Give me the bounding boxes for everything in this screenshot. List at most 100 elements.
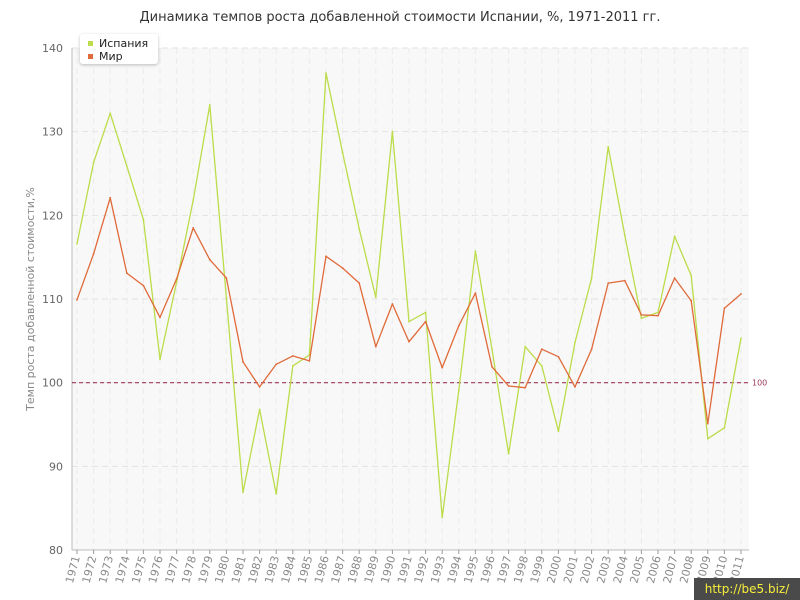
data-point-world-1973 [109,196,112,199]
data-point-world-1994 [457,324,460,327]
data-point-spain-1976 [159,358,161,361]
chart-title: Динамика темпов роста добавленной стоимо… [139,10,661,25]
data-point-world-1991 [408,340,410,343]
data-point-spain-1992 [424,311,427,314]
data-point-spain-1993 [441,516,444,519]
data-point-world-2010 [723,307,726,310]
legend-item-spain[interactable]: Испания [88,37,148,50]
data-point-spain-1978 [192,199,195,202]
legend-label-world: Мир [99,50,123,63]
data-point-world-2006 [657,314,659,317]
data-point-world-2002 [590,348,593,351]
data-point-spain-2000 [557,430,560,433]
data-point-world-1971 [76,298,78,301]
y-tick-label-100: 100 [42,377,63,390]
data-point-world-2005 [640,313,643,316]
data-point-spain-1972 [92,161,95,164]
data-point-world-1988 [358,282,361,285]
data-point-spain-2011 [740,337,742,340]
data-point-world-1981 [242,360,244,363]
data-point-world-1987 [341,267,344,269]
data-point-world-1998 [524,386,527,389]
data-point-world-1977 [175,278,178,280]
y-tick-label-110: 110 [42,293,63,306]
legend: Испания Мир [80,34,158,64]
data-point-world-1992 [424,320,427,323]
data-point-world-1999 [540,348,543,351]
legend-item-world[interactable]: Мир [88,50,123,63]
data-point-world-1986 [325,255,327,258]
legend-swatch-spain [88,40,93,46]
data-point-spain-1983 [275,493,278,495]
data-point-spain-2007 [673,235,676,238]
data-point-spain-1991 [408,320,410,323]
data-point-world-1980 [225,277,228,279]
data-point-spain-1986 [325,72,327,74]
data-point-world-2011 [740,293,742,295]
data-point-spain-1973 [109,112,112,115]
data-point-world-1979 [208,258,211,261]
data-point-spain-2008 [690,274,693,277]
data-point-spain-2003 [607,145,610,148]
data-point-spain-1988 [358,227,361,230]
x-tick-labels: 1971197219731974197519761977197819791980… [63,554,747,584]
data-point-spain-1982 [258,408,261,411]
data-point-spain-1980 [225,297,228,300]
data-point-world-2000 [557,355,560,358]
y-tick-label-130: 130 [42,126,63,139]
data-point-world-1989 [374,345,377,348]
data-point-world-2008 [690,299,693,302]
data-point-spain-1990 [391,130,394,133]
data-point-world-1990 [391,303,394,305]
y-tick-labels: 80 90 100 110 120 130 140 [42,42,63,557]
data-point-spain-1974 [125,165,128,167]
data-point-world-2004 [623,279,626,282]
data-point-world-1974 [125,272,128,274]
data-point-world-1978 [192,226,195,229]
y-tick-label-140: 140 [42,42,63,55]
data-point-spain-1987 [341,151,344,154]
data-point-spain-2001 [574,341,576,344]
x-ticks [76,550,742,554]
watermark-link[interactable]: http://be5.biz/ [694,578,800,600]
data-point-spain-2005 [640,317,643,320]
data-point-spain-1997 [507,452,510,455]
reference-line-label: 100 [752,379,767,388]
data-point-world-1993 [441,366,444,369]
data-point-world-1984 [291,354,294,357]
data-point-spain-2006 [657,311,659,314]
data-point-spain-1998 [524,345,527,348]
data-point-spain-1981 [242,491,244,494]
data-point-world-1972 [92,252,95,255]
data-point-spain-1984 [291,365,294,367]
series-lines [76,72,742,519]
data-point-world-1982 [258,385,261,388]
data-point-spain-1999 [540,365,543,367]
data-point-spain-2004 [623,234,626,237]
data-point-spain-1971 [76,242,78,245]
data-point-world-1996 [491,365,493,368]
data-point-world-2003 [607,282,610,285]
data-point-world-1975 [142,284,145,287]
y-tick-label-80: 80 [49,544,63,557]
data-point-world-2007 [673,277,676,279]
data-point-spain-1994 [457,389,460,392]
y-axis-label: Темп роста добавленной стоимости,% [24,187,37,412]
data-point-spain-1995 [474,250,477,253]
data-point-spain-2010 [723,426,726,429]
data-point-spain-2002 [590,277,593,279]
data-point-world-1976 [159,316,161,319]
data-point-spain-1979 [208,103,211,106]
data-point-world-1995 [474,292,477,295]
legend-label-spain: Испания [99,37,149,50]
y-tick-label-120: 120 [42,209,63,222]
data-point-world-1985 [308,360,311,362]
data-point-world-1983 [275,363,278,366]
data-point-world-1997 [507,385,510,387]
legend-swatch-world [88,53,93,59]
data-point-world-2009 [706,422,709,425]
data-point-spain-1996 [491,348,493,351]
data-point-world-2001 [574,385,576,388]
x-gridlines [76,48,742,550]
data-point-spain-1975 [142,218,145,221]
